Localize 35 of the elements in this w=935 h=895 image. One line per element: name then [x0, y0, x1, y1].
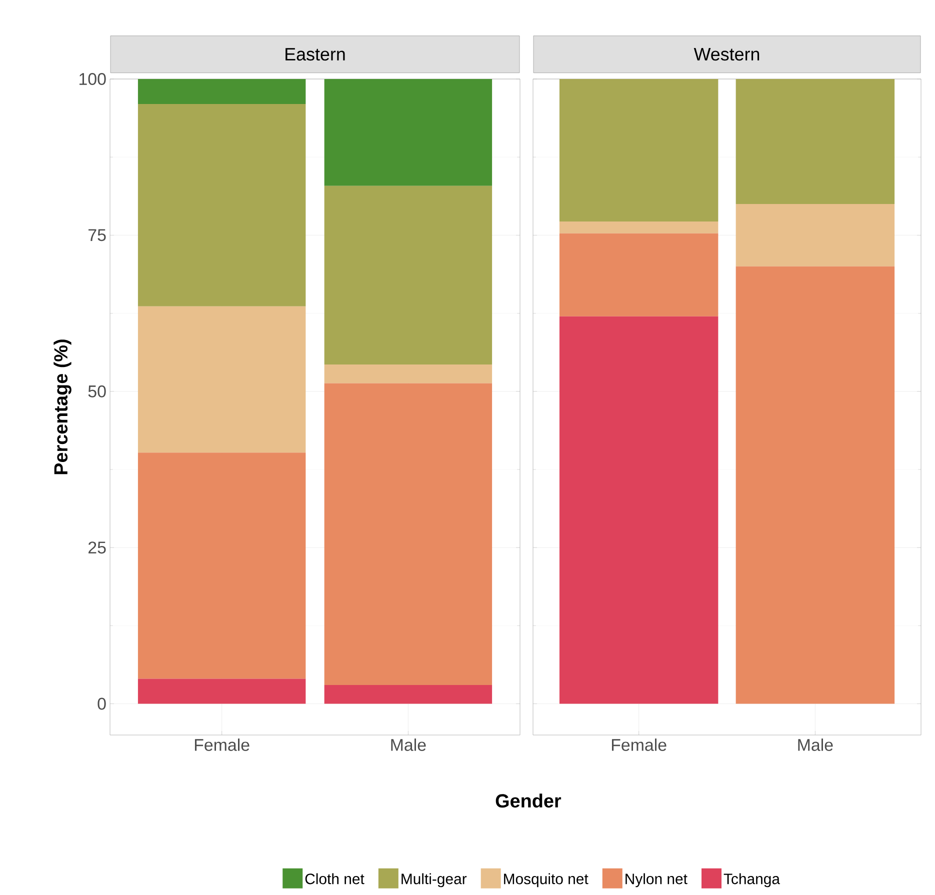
bar — [559, 233, 718, 316]
bar — [138, 452, 306, 679]
y-tick-label: 50 — [88, 385, 106, 398]
bar — [138, 104, 306, 306]
bar — [324, 186, 492, 365]
y-tick-label: 0 — [98, 698, 106, 710]
x-tick-label: Male — [798, 738, 833, 751]
x-tick-label: Female — [612, 738, 666, 751]
bar — [138, 306, 306, 453]
bar — [324, 79, 492, 186]
bar — [559, 79, 718, 222]
bar — [324, 364, 492, 384]
bar — [559, 221, 718, 234]
bar — [736, 266, 895, 704]
legend-label: Tchanga — [724, 873, 780, 888]
bar — [559, 316, 718, 704]
bar — [324, 685, 492, 704]
x-tick-label: Female — [194, 738, 250, 751]
bar — [736, 79, 895, 204]
legend-label: Mosquito net — [504, 873, 588, 888]
bar — [138, 79, 306, 104]
bar — [736, 204, 895, 266]
chart-title: Eastern — [286, 48, 345, 61]
legend-label: Multi-gear — [402, 873, 467, 888]
x-tick-label: Male — [391, 738, 426, 751]
legend-label: Cloth net — [305, 873, 364, 884]
y-axis-title: Percentage (%) — [54, 340, 72, 474]
legend-label: Nylon net — [626, 873, 688, 888]
y-tick-label: 100 — [80, 73, 106, 86]
bar — [138, 678, 306, 704]
y-tick-label: 75 — [88, 229, 106, 242]
y-tick-label: 25 — [88, 542, 106, 554]
x-axis-title: Gender — [496, 794, 562, 808]
bar — [324, 383, 492, 686]
chart-title: Western — [694, 48, 760, 61]
